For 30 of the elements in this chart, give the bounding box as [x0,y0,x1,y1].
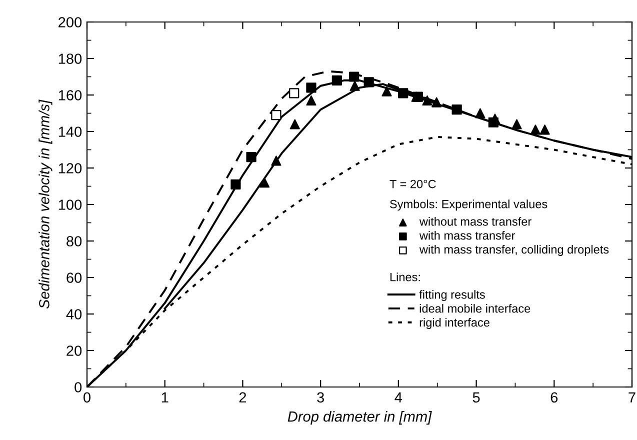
x-tick-label: 7 [628,392,636,402]
legend-label: without mass transfer [419,217,532,226]
legend-label: with mass transfer [419,231,516,240]
x-tick-label: 6 [550,392,558,403]
x-axis-title: Drop diameter in [mm] [288,411,432,425]
y-tick-label: 80 [66,236,82,246]
x-tick-label: 1 [162,392,168,402]
x-tick-label: 0 [84,392,90,403]
y-tick-label: 0 [74,382,82,392]
y-tick-label: 120 [58,163,82,174]
legend-label: fitting results [419,290,485,302]
legend-label: ideal mobile interface [420,304,530,313]
y-tick-label: 20 [66,346,82,356]
y-tick-label: 100 [58,200,82,210]
y-tick-label: 180 [58,54,82,64]
annotation: Symbols: Experimental values [390,200,548,211]
x-tick-label: 5 [472,392,480,403]
y-tick-label: 60 [66,272,82,283]
y-tick-label: 140 [58,126,82,137]
y-axis-title: Sedimentation velocity in [mm/s] [38,100,52,309]
annotation: T = 20°C [390,180,436,188]
legend-label: with mass transfer, colliding droplets [419,244,609,256]
legend-label: rigid interface [420,318,490,329]
x-tick-label: 4 [394,392,402,402]
x-tick-label: 3 [317,392,324,403]
y-tick-label: 200 [58,17,82,28]
annotation: Lines: [390,272,420,282]
y-tick-label: 40 [66,309,82,320]
x-tick-label: 2 [239,392,246,402]
y-tick-label: 160 [58,90,82,100]
